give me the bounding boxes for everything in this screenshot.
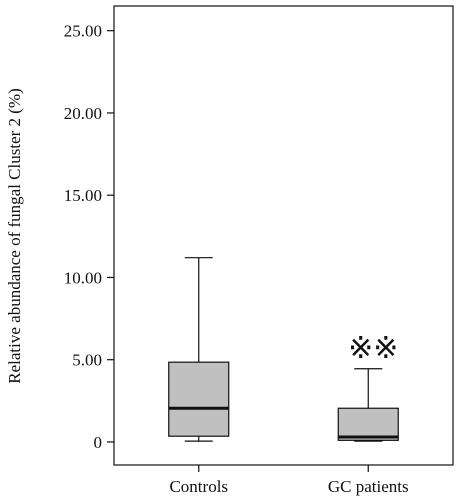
- y-tick-label: 0: [94, 433, 103, 452]
- significance-mark: ※※: [348, 331, 398, 366]
- y-tick-label: 5.00: [72, 351, 102, 370]
- y-tick-label: 15.00: [64, 186, 102, 205]
- y-axis: 0 5.00 10.00 15.00 20.00 25.00: [64, 22, 114, 452]
- box-gc-patients: ※※: [337, 331, 399, 442]
- x-tick-label: GC patients: [328, 477, 409, 496]
- x-axis: Controls GC patients: [169, 465, 409, 496]
- iqr-box: [168, 361, 230, 437]
- y-axis-title: Relative abundance of fungal Cluster 2 (…: [5, 88, 24, 384]
- x-tick-label: Controls: [169, 477, 228, 496]
- iqr-box: [337, 407, 399, 441]
- y-tick-label: 10.00: [64, 268, 102, 287]
- y-tick-label: 20.00: [64, 104, 102, 123]
- plot-frame: [113, 5, 454, 466]
- box-series: ※※: [168, 257, 399, 442]
- y-tick-label: 25.00: [64, 22, 102, 41]
- box-controls: [168, 257, 230, 442]
